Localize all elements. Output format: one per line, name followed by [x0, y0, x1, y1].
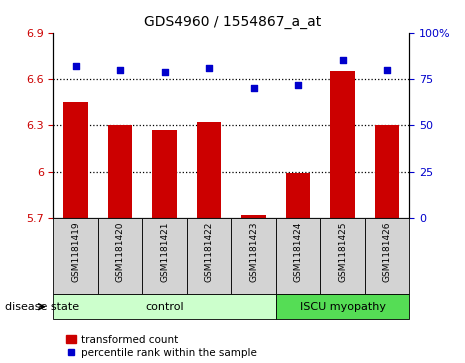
Point	[72, 63, 80, 69]
Bar	[241, 215, 266, 218]
Text: GSM1181419: GSM1181419	[71, 222, 80, 282]
Text: GSM1181424: GSM1181424	[293, 222, 303, 282]
Text: GSM1181423: GSM1181423	[249, 222, 258, 282]
Point	[206, 65, 213, 71]
Text: GSM1181422: GSM1181422	[205, 222, 213, 282]
Bar	[153, 130, 177, 218]
Bar	[53, 218, 98, 294]
Text: GSM1181426: GSM1181426	[383, 222, 392, 282]
Bar	[286, 173, 310, 218]
Point	[383, 67, 391, 73]
Bar	[108, 125, 133, 218]
Bar	[53, 294, 276, 319]
Bar	[98, 218, 142, 294]
Text: disease state: disease state	[5, 302, 79, 312]
Bar	[375, 125, 399, 218]
Point	[116, 67, 124, 73]
Legend: transformed count, percentile rank within the sample: transformed count, percentile rank withi…	[66, 335, 257, 358]
Text: GDS4960 / 1554867_a_at: GDS4960 / 1554867_a_at	[144, 15, 321, 29]
Text: control: control	[146, 302, 184, 312]
Point	[339, 57, 346, 63]
Bar	[320, 218, 365, 294]
Point	[250, 85, 257, 91]
Bar	[276, 218, 320, 294]
Text: ISCU myopathy: ISCU myopathy	[299, 302, 385, 312]
Bar	[187, 218, 232, 294]
Bar	[64, 102, 88, 218]
Bar	[365, 218, 409, 294]
Text: GSM1181425: GSM1181425	[338, 222, 347, 282]
Bar	[276, 294, 409, 319]
Text: GSM1181421: GSM1181421	[160, 222, 169, 282]
Bar	[197, 122, 221, 218]
Text: GSM1181420: GSM1181420	[116, 222, 125, 282]
Bar	[142, 218, 187, 294]
Point	[294, 82, 302, 87]
Bar	[232, 218, 276, 294]
Bar	[330, 71, 355, 218]
Point	[161, 69, 168, 74]
